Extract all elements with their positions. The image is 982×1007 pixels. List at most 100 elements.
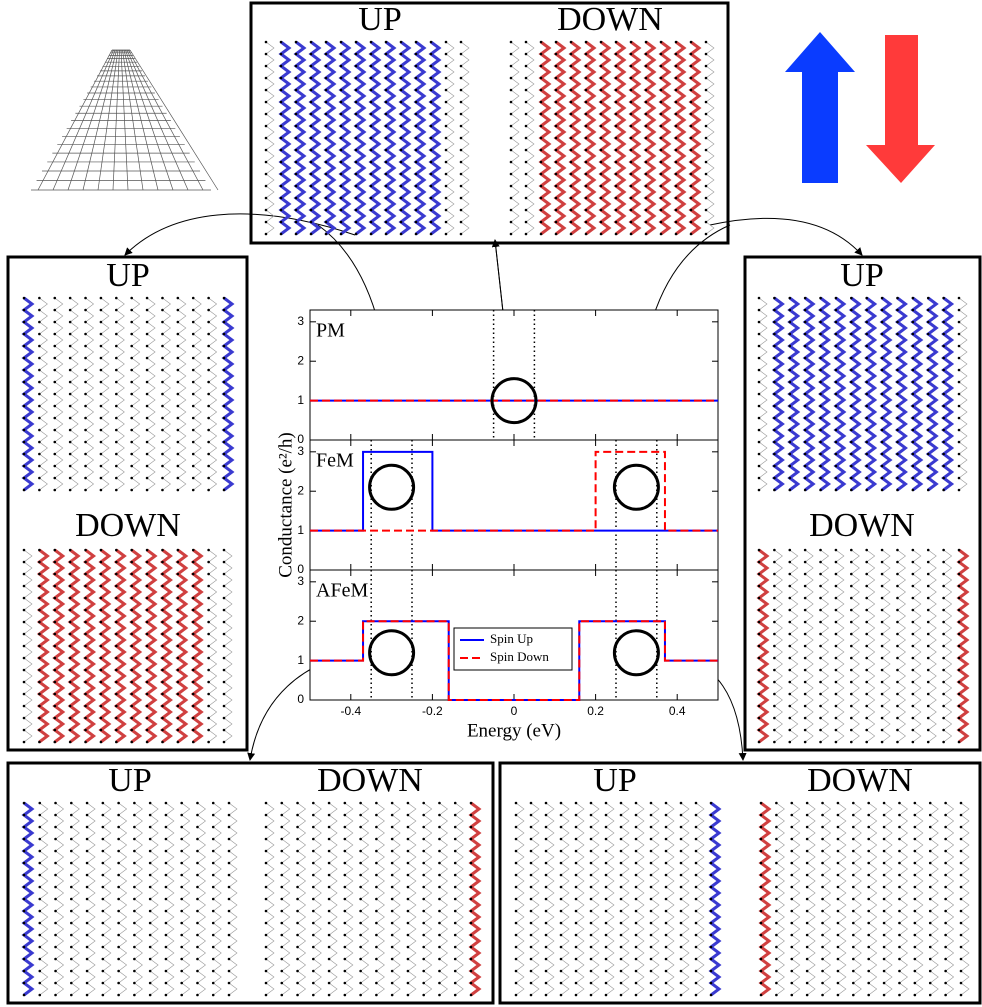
atom [469, 945, 473, 949]
atom [569, 124, 573, 128]
atom [309, 136, 313, 140]
atom [898, 933, 901, 937]
atom [438, 825, 441, 829]
atom [644, 64, 648, 68]
atom [414, 208, 418, 212]
box-left [6, 255, 249, 752]
atom [957, 704, 961, 708]
atom [709, 813, 713, 817]
atom [339, 40, 343, 44]
atom [207, 356, 210, 360]
ribbon-line [82, 49, 117, 191]
atom [99, 692, 103, 696]
atom [957, 620, 961, 624]
atom [222, 428, 226, 432]
atom [865, 428, 868, 432]
atom [38, 825, 42, 829]
atom [164, 897, 168, 901]
atom [544, 897, 548, 901]
atom [821, 813, 824, 817]
atom [644, 160, 648, 164]
atom [805, 909, 809, 913]
atom [469, 969, 473, 973]
atom [130, 440, 133, 444]
atom [757, 416, 761, 420]
atom [38, 332, 41, 336]
atom [22, 897, 26, 901]
atom [614, 40, 618, 44]
atom [913, 849, 917, 853]
atom [942, 380, 945, 384]
atom [674, 220, 678, 224]
atom [773, 308, 776, 312]
atom [957, 632, 961, 636]
atom [634, 885, 638, 889]
atom [339, 184, 343, 188]
atom [867, 813, 870, 817]
atom [294, 208, 298, 212]
atom [757, 692, 761, 696]
atom [803, 344, 807, 348]
atom [911, 572, 915, 576]
atom [176, 356, 180, 360]
atom [279, 172, 283, 176]
atom [196, 849, 199, 853]
atom [444, 124, 448, 128]
atom [788, 428, 792, 432]
atom [629, 184, 633, 188]
atom [757, 716, 761, 720]
atom [22, 476, 26, 480]
atom [180, 933, 183, 937]
atom [882, 825, 886, 829]
atom [514, 957, 518, 961]
atom [222, 560, 226, 564]
atom [834, 368, 838, 372]
atom [176, 680, 180, 684]
atom [38, 296, 41, 300]
atom [659, 112, 663, 116]
atom [614, 136, 618, 140]
atom [834, 392, 838, 396]
atom [99, 344, 103, 348]
atom [926, 608, 930, 612]
atom [115, 296, 118, 300]
atom [53, 404, 57, 408]
atom [757, 308, 761, 312]
atom [145, 740, 149, 744]
atom [819, 584, 822, 588]
atom [942, 392, 945, 396]
atom [679, 837, 683, 841]
atom [207, 368, 210, 372]
atom [164, 873, 168, 877]
atom [180, 957, 183, 961]
atom [544, 813, 548, 817]
atom [444, 136, 448, 140]
atom [664, 849, 668, 853]
atom [944, 813, 947, 817]
atom [227, 813, 231, 817]
atom [775, 861, 778, 865]
atom [145, 728, 149, 732]
atom [327, 897, 331, 901]
atom [805, 801, 809, 805]
atom [775, 969, 778, 973]
atom [614, 148, 618, 152]
atom [850, 656, 853, 660]
atom [191, 452, 195, 456]
atom [294, 196, 298, 200]
atom [514, 849, 518, 853]
atom [369, 112, 373, 116]
atom [469, 825, 473, 829]
atom [898, 885, 901, 889]
atom [704, 148, 708, 152]
atom [944, 897, 947, 901]
atom [339, 196, 343, 200]
atom [115, 476, 118, 480]
atom [279, 88, 283, 92]
atom [414, 112, 418, 116]
atom [264, 933, 268, 937]
atom [38, 909, 42, 913]
atom [589, 945, 593, 949]
atom [453, 837, 457, 841]
atom [649, 945, 653, 949]
